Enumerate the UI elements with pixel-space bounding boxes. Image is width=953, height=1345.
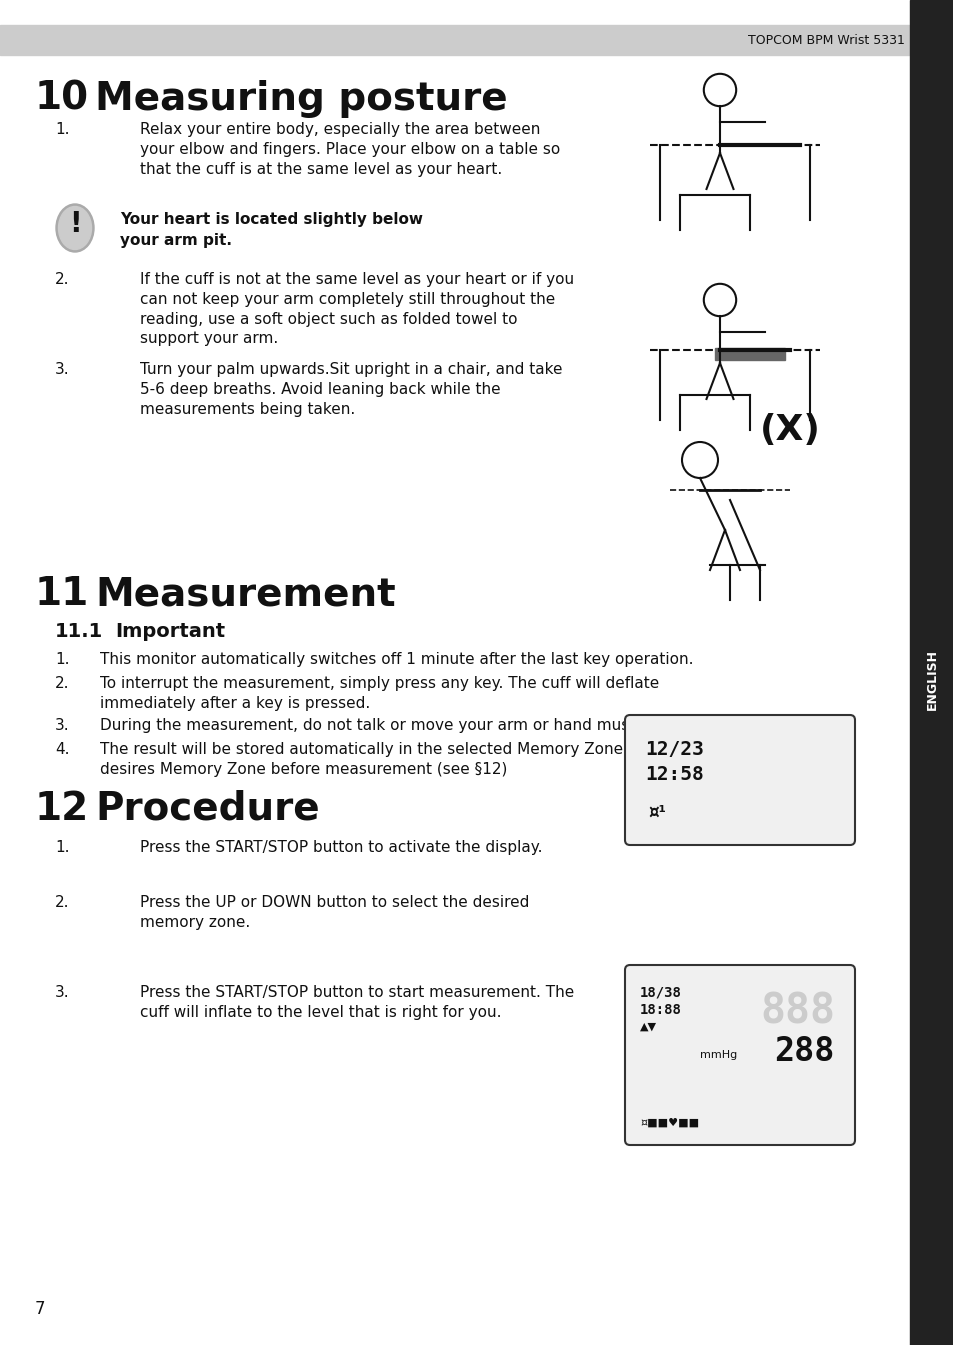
Text: ▲▼: ▲▼ bbox=[639, 1022, 657, 1032]
Text: mmHg: mmHg bbox=[700, 1050, 737, 1060]
Text: 18/38: 18/38 bbox=[639, 985, 681, 999]
Text: Procedure: Procedure bbox=[95, 790, 319, 829]
Text: Measurement: Measurement bbox=[95, 576, 395, 613]
Text: 3.: 3. bbox=[55, 718, 70, 733]
FancyBboxPatch shape bbox=[624, 964, 854, 1145]
Text: 12: 12 bbox=[35, 790, 90, 829]
Bar bbox=[909, 0, 953, 1345]
Text: 288: 288 bbox=[774, 1036, 834, 1068]
Text: Press the START/STOP button to activate the display.: Press the START/STOP button to activate … bbox=[140, 841, 542, 855]
Text: To interrupt the measurement, simply press any key. The cuff will deflate
immedi: To interrupt the measurement, simply pre… bbox=[100, 677, 659, 710]
Text: 1.: 1. bbox=[55, 841, 70, 855]
FancyBboxPatch shape bbox=[624, 716, 854, 845]
Bar bbox=[0, 26, 909, 55]
Ellipse shape bbox=[58, 207, 91, 250]
Text: Your heart is located slightly below
your arm pit.: Your heart is located slightly below you… bbox=[120, 213, 422, 247]
Text: !: ! bbox=[69, 210, 81, 238]
Text: 888: 888 bbox=[760, 990, 834, 1032]
Text: 3.: 3. bbox=[55, 985, 70, 999]
Text: ¤¹: ¤¹ bbox=[647, 804, 665, 822]
Text: 7: 7 bbox=[35, 1301, 46, 1318]
Text: (X): (X) bbox=[759, 413, 820, 447]
Text: Measuring posture: Measuring posture bbox=[95, 79, 507, 118]
Text: Turn your palm upwards.Sit upright in a chair, and take
5-6 deep breaths. Avoid : Turn your palm upwards.Sit upright in a … bbox=[140, 362, 562, 417]
Text: Relax your entire body, especially the area between
your elbow and fingers. Plac: Relax your entire body, especially the a… bbox=[140, 122, 559, 176]
Text: Press the UP or DOWN button to select the desired
memory zone.: Press the UP or DOWN button to select th… bbox=[140, 894, 529, 929]
Text: If the cuff is not at the same level as your heart or if you
can not keep your a: If the cuff is not at the same level as … bbox=[140, 272, 574, 347]
Text: TOPCOM BPM Wrist 5331: TOPCOM BPM Wrist 5331 bbox=[747, 34, 904, 47]
Text: 12/23: 12/23 bbox=[644, 740, 703, 759]
Text: Press the START/STOP button to start measurement. The
cuff will inflate to the l: Press the START/STOP button to start mea… bbox=[140, 985, 574, 1020]
Text: 1.: 1. bbox=[55, 652, 70, 667]
Text: 4.: 4. bbox=[55, 742, 70, 757]
Ellipse shape bbox=[56, 204, 94, 252]
Text: 10: 10 bbox=[35, 79, 89, 118]
Text: 18:88: 18:88 bbox=[639, 1003, 681, 1017]
Bar bbox=[714, 348, 784, 360]
Text: 2.: 2. bbox=[55, 677, 70, 691]
Text: ¤■■♥■■: ¤■■♥■■ bbox=[639, 1118, 699, 1128]
Text: The result will be stored automatically in the selected Memory Zone. Select the
: The result will be stored automatically … bbox=[100, 742, 710, 777]
Text: 3.: 3. bbox=[55, 362, 70, 377]
Text: During the measurement, do not talk or move your arm or hand muscles.: During the measurement, do not talk or m… bbox=[100, 718, 663, 733]
Text: Important: Important bbox=[115, 621, 225, 642]
Text: This monitor automatically switches off 1 minute after the last key operation.: This monitor automatically switches off … bbox=[100, 652, 693, 667]
Text: 12:58: 12:58 bbox=[644, 765, 703, 784]
Text: 11.1: 11.1 bbox=[55, 621, 103, 642]
Text: ENGLISH: ENGLISH bbox=[924, 650, 938, 710]
Text: 1.: 1. bbox=[55, 122, 70, 137]
Text: 2.: 2. bbox=[55, 894, 70, 911]
Text: 11: 11 bbox=[35, 576, 90, 613]
Text: 2.: 2. bbox=[55, 272, 70, 286]
